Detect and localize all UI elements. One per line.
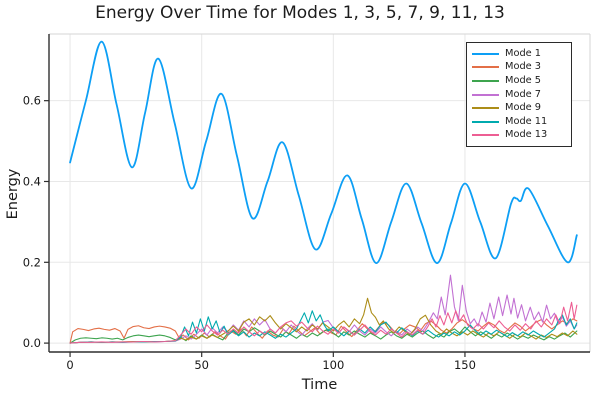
- legend-item-mode-5: Mode 5: [472, 74, 565, 88]
- legend-label: Mode 1: [505, 47, 542, 59]
- series-line-mode-11: [69, 310, 578, 344]
- series-lines: [69, 40, 578, 344]
- legend-label: Mode 3: [505, 61, 542, 73]
- grid-lines: [49, 34, 590, 352]
- legend-item-mode-13: Mode 13: [472, 129, 565, 143]
- legend-line-sample: [472, 66, 499, 69]
- legend-line-sample: [472, 93, 499, 96]
- series-line-mode-13: [69, 301, 578, 344]
- legend-box: Mode 1 Mode 3 Mode 5 Mode 7 Mode 9 Mode 11 Mod…: [466, 42, 572, 148]
- x-tick-label: 150: [454, 358, 476, 372]
- x-tick-label: 50: [194, 358, 209, 372]
- series-line-mode-1: [69, 40, 578, 265]
- axis-ticks: [44, 100, 466, 357]
- legend-item-mode-11: Mode 11: [472, 115, 565, 129]
- legend-label: Mode 9: [505, 102, 542, 114]
- legend-item-mode-7: Mode 7: [472, 88, 565, 102]
- legend-line-sample: [472, 120, 499, 123]
- legend-label: Mode 5: [505, 75, 542, 87]
- y-tick-label: 0.2: [23, 255, 41, 269]
- plot-frame: [48, 33, 591, 353]
- y-tick-label: 0.0: [23, 336, 41, 350]
- x-axis-label: Time: [301, 377, 338, 393]
- legend-item-mode-1: Mode 1: [472, 47, 565, 61]
- y-axis-label: Energy: [5, 168, 21, 220]
- legend-line-sample: [472, 52, 499, 55]
- legend-line-sample: [472, 107, 499, 110]
- tick-labels: 0 50 100 150 0.0 0.2 0.4 0.6: [23, 94, 476, 372]
- legend-line-sample: [472, 79, 499, 82]
- legend-label: Mode 13: [505, 129, 548, 141]
- legend-item-mode-3: Mode 3: [472, 61, 565, 75]
- y-tick-label: 0.4: [23, 174, 41, 188]
- y-tick-label: 0.6: [23, 94, 41, 108]
- chart-title: Energy Over Time for Modes 1, 3, 5, 7, 9…: [95, 3, 505, 23]
- x-tick-label: 0: [66, 358, 73, 372]
- legend-label: Mode 7: [505, 88, 542, 100]
- legend-line-sample: [472, 134, 499, 137]
- series-line-mode-5: [69, 326, 578, 344]
- legend-label: Mode 11: [505, 115, 548, 127]
- legend-item-mode-9: Mode 9: [472, 101, 565, 115]
- x-tick-label: 100: [322, 358, 344, 372]
- series-line-mode-7: [69, 274, 578, 344]
